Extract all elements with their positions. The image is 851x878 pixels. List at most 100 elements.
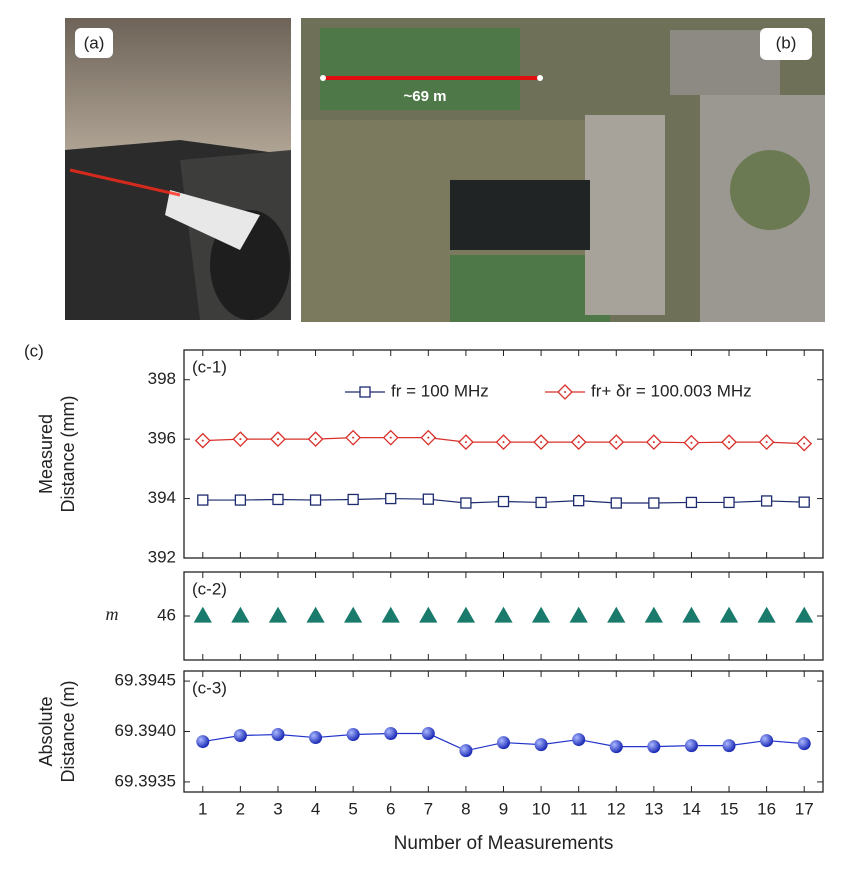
marker-dot	[540, 441, 543, 444]
marker	[535, 496, 547, 509]
y-tick-label: 69.3945	[115, 671, 176, 690]
marker	[309, 731, 323, 745]
x-tick-label: 5	[348, 799, 357, 818]
marker	[569, 606, 588, 623]
marker-dot	[276, 438, 279, 441]
marker	[309, 494, 322, 506]
panel-label: (c-2)	[192, 579, 227, 598]
marker	[347, 493, 359, 506]
panel-label: (b)	[776, 33, 797, 52]
marker	[531, 606, 551, 623]
marker	[797, 737, 811, 751]
y-axis-label: Absolute	[36, 696, 56, 766]
marker-dot	[389, 436, 392, 439]
marker	[647, 740, 661, 754]
x-tick-label: 13	[644, 799, 663, 818]
x-tick-label: 1	[198, 799, 207, 818]
marker-dot	[427, 436, 430, 439]
marker-dot	[314, 438, 317, 441]
marker-dot	[615, 441, 618, 444]
x-tick-label: 11	[570, 799, 588, 818]
marker	[419, 606, 438, 623]
marker-dot	[502, 441, 505, 444]
marker-dot	[765, 441, 768, 444]
x-tick-label: 6	[386, 799, 395, 818]
marker	[381, 606, 400, 623]
marker	[193, 606, 212, 623]
marker	[359, 386, 371, 398]
marker	[648, 497, 660, 509]
marker-dot	[201, 439, 204, 442]
y-axis-label: m	[106, 604, 119, 624]
x-tick-label: 8	[461, 799, 470, 818]
marker	[760, 495, 773, 507]
y-tick-label: 69.3935	[115, 771, 176, 790]
marker	[346, 728, 360, 742]
marker	[609, 740, 623, 754]
x-tick-label: 3	[273, 799, 282, 818]
marker	[268, 606, 288, 623]
marker	[497, 736, 510, 750]
x-tick-label: 7	[424, 799, 433, 818]
marker	[573, 495, 585, 507]
marker-dot	[464, 441, 467, 444]
marker-dot	[690, 441, 693, 444]
photo-b	[301, 18, 825, 322]
panel-label: (c-1)	[192, 357, 227, 376]
marker-dot	[352, 436, 355, 439]
marker	[682, 606, 701, 623]
marker	[798, 496, 810, 508]
y-tick-label: 394	[148, 488, 176, 507]
x-tick-label: 4	[311, 799, 320, 818]
marker	[196, 735, 210, 749]
marker-dot	[652, 441, 655, 444]
marker	[494, 606, 513, 623]
marker	[421, 727, 435, 741]
marker	[272, 493, 284, 506]
marker	[384, 727, 398, 741]
marker	[306, 606, 325, 623]
marker	[233, 729, 247, 743]
x-tick-label: 17	[795, 799, 814, 818]
marker-dot	[564, 391, 566, 393]
y-tick-label: 46	[157, 605, 176, 624]
distance-label: ~69 m	[404, 88, 447, 105]
x-axis-label: Number of Measurements	[394, 833, 614, 854]
marker	[456, 606, 476, 623]
marker	[197, 494, 209, 506]
x-tick-label: 12	[607, 799, 626, 818]
panel-label: (c)	[24, 341, 44, 360]
marker	[795, 606, 814, 623]
legend-label: fr+ δr = 100.003 MHz	[591, 381, 752, 400]
marker	[234, 494, 247, 506]
y-tick-label: 392	[148, 547, 176, 566]
marker	[459, 744, 473, 758]
marker	[422, 493, 434, 505]
marker	[723, 496, 735, 509]
y-tick-label: 396	[148, 429, 176, 448]
marker-dot	[728, 441, 731, 444]
y-axis-label: Distance (m)	[58, 680, 78, 782]
y-axis-label: Distance (mm)	[58, 395, 78, 512]
marker-dot	[239, 438, 242, 441]
x-tick-label: 2	[236, 799, 245, 818]
marker	[644, 606, 663, 623]
marker	[460, 497, 472, 509]
y-tick-label: 398	[148, 369, 176, 388]
marker	[271, 728, 285, 742]
marker	[722, 739, 736, 753]
marker	[757, 606, 776, 623]
marker	[685, 496, 698, 509]
marker	[497, 495, 510, 508]
marker	[231, 606, 250, 623]
marker	[572, 733, 586, 747]
y-axis-label: Measured	[36, 414, 56, 494]
marker	[610, 497, 622, 509]
marker	[684, 739, 698, 753]
x-tick-label: 10	[532, 799, 551, 818]
x-tick-label: 14	[682, 799, 701, 818]
marker	[385, 492, 397, 505]
panel-label: (a)	[84, 33, 105, 52]
